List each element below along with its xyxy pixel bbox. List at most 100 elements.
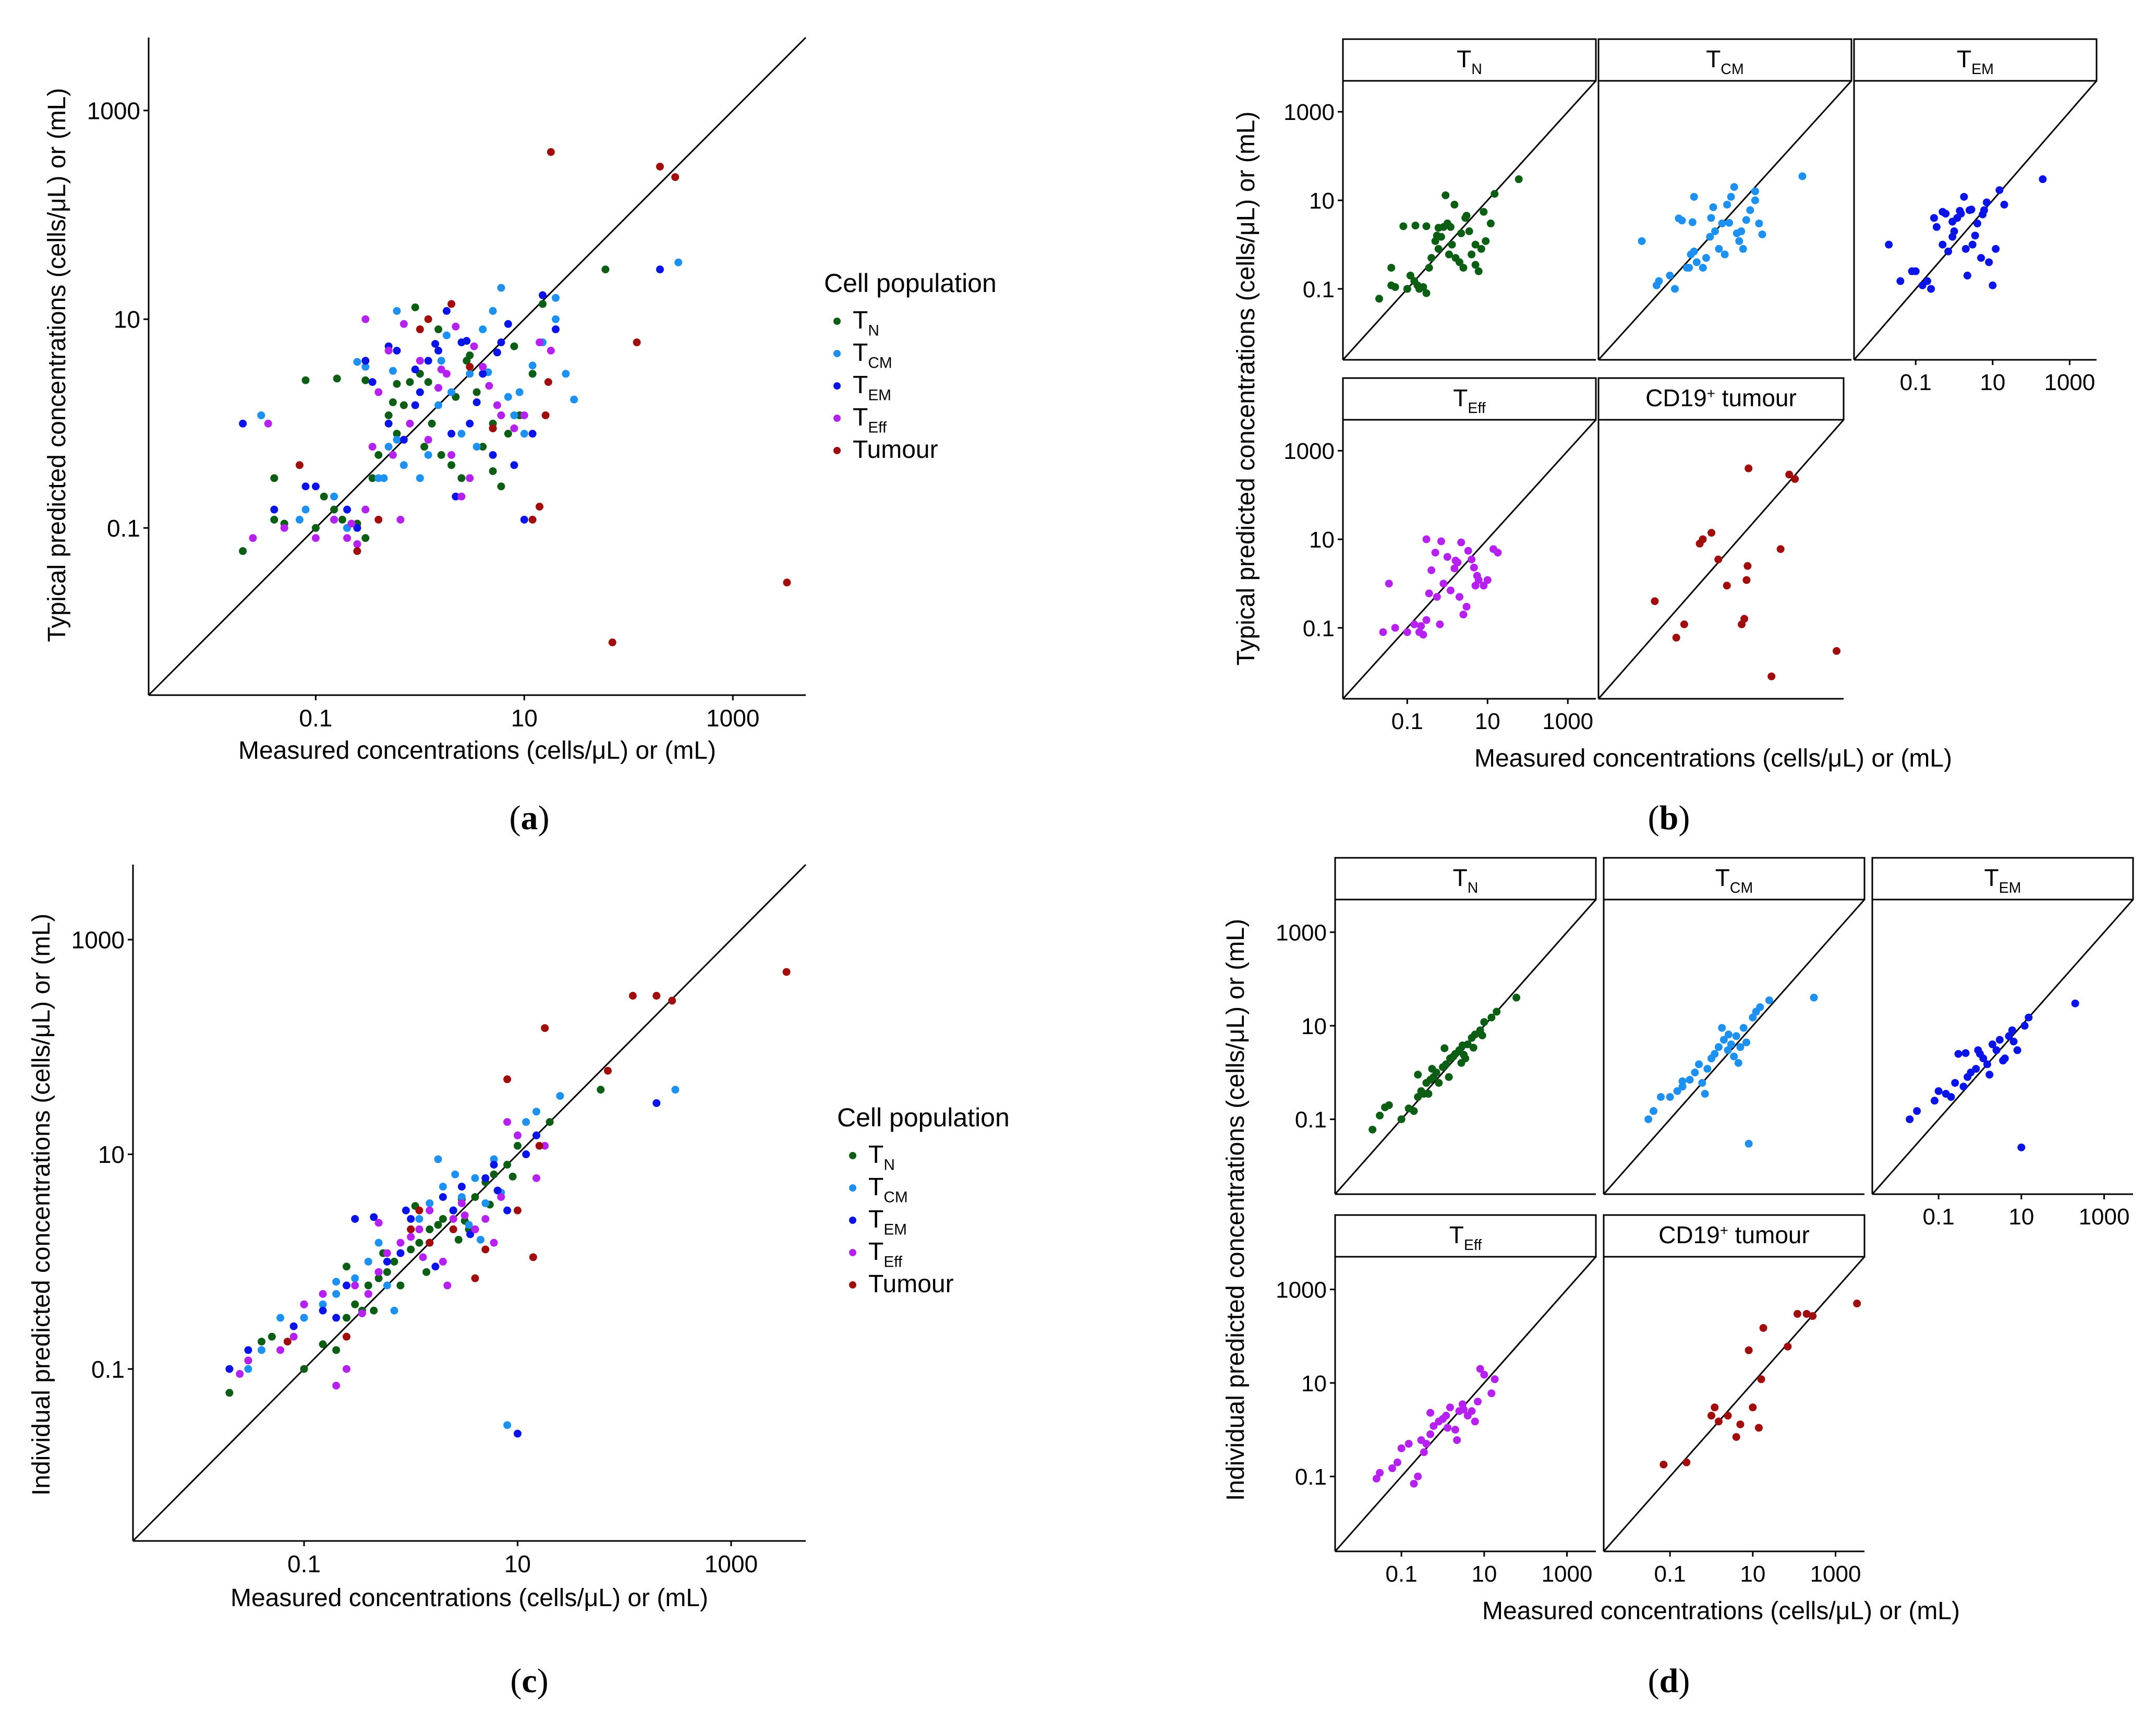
data-point-t-n <box>1457 229 1465 237</box>
data-point-t-eff <box>457 492 466 501</box>
data-point-t-eff <box>1453 1436 1461 1444</box>
data-point-t-em <box>1923 277 1931 285</box>
y-tick-label: 10 <box>1301 1371 1327 1397</box>
data-point-t-n <box>1435 1079 1443 1087</box>
data-point-t-cm <box>457 1193 466 1201</box>
facet-ticks: 0.1 10 1000 <box>1900 360 2095 395</box>
data-point-t-n <box>389 398 397 406</box>
facet-t-eff: TEff 0.1 10 1000 0.1 10 1000 <box>1276 1214 1597 1587</box>
facet-points <box>1372 1365 1499 1488</box>
data-point-t-n <box>407 1245 415 1254</box>
data-point-t-n <box>434 1221 442 1229</box>
data-point-t-eff <box>330 516 338 524</box>
data-point-t-n <box>1491 190 1499 198</box>
facet-t-cm: TCM <box>1603 857 1866 1195</box>
data-point-t-em <box>1961 245 1970 253</box>
data-point-tumour <box>1757 1375 1765 1383</box>
data-point-t-cm <box>1727 192 1735 201</box>
data-point-t-n <box>370 1306 378 1315</box>
data-point-t-n <box>1462 212 1471 220</box>
panel-letter-b: (b) <box>1648 799 1690 837</box>
x-axis-label: Measured concentrations (cells/μL) or (m… <box>1482 1597 1960 1625</box>
data-point-t-n <box>330 505 338 514</box>
data-point-t-em <box>1961 1049 1970 1057</box>
data-point-tumour <box>544 378 552 386</box>
data-point-t-eff <box>361 315 370 323</box>
data-point-t-n <box>1480 208 1488 216</box>
label-subscript: Eff <box>1464 1237 1482 1254</box>
y-tick-label: 10 <box>114 306 140 333</box>
data-point-t-eff <box>497 411 505 419</box>
data-point-t-n <box>1375 295 1384 303</box>
data-point-t-eff <box>396 1239 405 1247</box>
data-point-t-cm <box>1737 227 1746 236</box>
data-point-t-n <box>1442 191 1450 199</box>
data-point-tumour <box>1711 1403 1719 1412</box>
data-point-t-em <box>1973 220 1981 228</box>
facet-strip <box>1871 857 2134 901</box>
data-point-t-n <box>1427 254 1436 262</box>
data-point-t-n <box>1434 245 1443 253</box>
data-point-t-eff <box>249 534 257 542</box>
data-point-t-eff <box>447 451 456 459</box>
data-point-t-n <box>1515 175 1523 184</box>
data-point-t-eff <box>1436 620 1444 628</box>
data-point-t-cm <box>551 294 560 302</box>
data-point-t-eff <box>1446 1403 1454 1412</box>
data-point-t-cm <box>1666 1093 1674 1101</box>
data-point-t-cm <box>532 1108 540 1116</box>
legend-title: Cell population <box>824 269 997 298</box>
data-point-t-eff <box>1417 622 1425 630</box>
data-point-t-cm <box>424 451 432 459</box>
x-tick-label: 10 <box>511 705 538 732</box>
data-point-t-n <box>411 303 419 311</box>
data-point-tumour <box>1791 475 1799 483</box>
data-point-t-n <box>364 1281 372 1290</box>
data-point-tumour <box>1714 555 1723 564</box>
data-point-t-em <box>452 492 460 501</box>
data-point-t-em <box>353 524 361 532</box>
data-point-t-n <box>351 1300 359 1308</box>
data-point-tumour <box>1833 647 1841 655</box>
data-point-t-cm <box>1730 183 1738 191</box>
data-point-t-cm <box>1698 1079 1706 1087</box>
data-point-t-eff <box>1397 1444 1406 1452</box>
data-point-t-eff <box>236 1370 244 1378</box>
legend-label-t-eff: TEff <box>853 404 887 436</box>
data-point-t-cm <box>671 1086 680 1094</box>
data-point-t-eff <box>424 435 432 444</box>
data-point-t-n <box>426 1225 434 1233</box>
data-point-t-n <box>1468 250 1476 259</box>
data-point-t-eff <box>374 1268 383 1276</box>
data-point-t-eff <box>383 1249 391 1257</box>
x-tick-label: 10 <box>1475 709 1500 734</box>
data-point-tumour <box>1707 1412 1715 1420</box>
label-base: T <box>868 1238 883 1266</box>
legend-swatch-t-em <box>833 382 841 390</box>
data-point-t-eff <box>1474 1398 1482 1406</box>
data-point-t-n <box>1471 1030 1479 1039</box>
data-point-t-eff <box>493 401 501 409</box>
facet-t-cm: TCM <box>1597 38 1852 361</box>
y-ticks: 0.1 10 1000 <box>71 926 133 1383</box>
data-point-t-n <box>466 351 474 360</box>
x-tick-label: 1000 <box>706 705 759 732</box>
data-point-t-n <box>239 547 247 555</box>
y-ticks: 0.1 10 1000 <box>87 97 149 542</box>
data-point-t-n <box>383 1268 391 1276</box>
data-point-t-eff <box>384 346 393 355</box>
data-point-tumour <box>1743 562 1752 570</box>
data-point-t-em <box>434 346 443 355</box>
data-point-t-cm <box>1714 1043 1723 1051</box>
data-point-tumour <box>529 1253 537 1261</box>
data-point-t-n <box>422 1268 431 1276</box>
data-point-t-n <box>490 1170 498 1179</box>
data-point-t-cm <box>384 443 393 451</box>
identity-line <box>1342 80 1597 361</box>
data-point-t-eff <box>332 1381 341 1390</box>
data-point-t-eff <box>358 1309 366 1318</box>
